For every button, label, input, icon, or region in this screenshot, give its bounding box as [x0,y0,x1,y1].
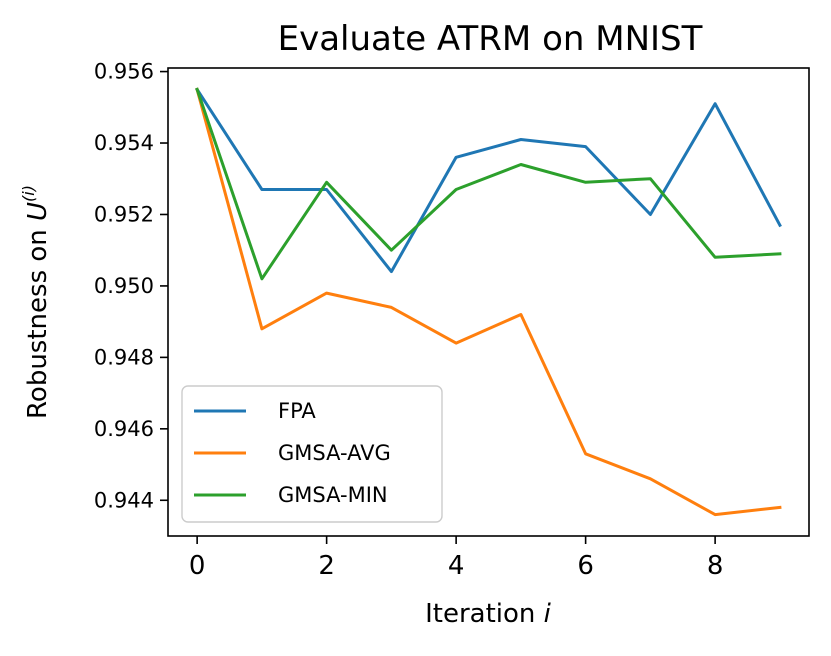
chart-title: Evaluate ATRM on MNIST [278,19,703,59]
legend-label: GMSA-MIN [278,483,388,507]
plot-frame [167,67,810,537]
series-line-fpa [195,87,782,274]
y-tick-label: 0.946 [94,417,154,441]
legend-label: GMSA-AVG [278,441,391,465]
y-tick-label: 0.948 [94,345,154,369]
x-tick-label: 0 [189,551,206,581]
x-tick-label: 8 [707,551,724,581]
y-tick-label: 0.954 [94,131,154,155]
series-line-gmsa-min [195,87,782,281]
legend-label: FPA [278,399,316,423]
ticks-layer: 0.944 0.946 0.948 0.950 0.952 0.954 0.956 0 2 4 6 8 [94,60,724,581]
y-tick-label: 0.956 [94,60,154,84]
x-tick-label: 2 [318,551,335,581]
x-axis-label-var: i [544,599,552,629]
legend-box [181,385,443,523]
x-tick-label: 4 [448,551,465,581]
legend: FPA GMSA-AVG GMSA-MIN [181,385,443,523]
x-tick-label: 6 [577,551,594,581]
y-axis-label: Robustness on U(i) [19,185,53,419]
y-tick-label: 0.952 [94,202,154,226]
series-lines [195,87,782,517]
y-axis-label-text: Robustness on [23,221,53,419]
x-axis-label-text: Iteration [425,599,544,629]
series-line-gmsa-avg [195,87,782,517]
y-axis-label-superscript: (i) [19,185,38,202]
y-tick-label: 0.944 [94,488,154,512]
y-tick-label: 0.950 [94,274,154,298]
y-axis-label-var: U [23,202,53,221]
x-axis-label: Iteration i [425,599,552,629]
